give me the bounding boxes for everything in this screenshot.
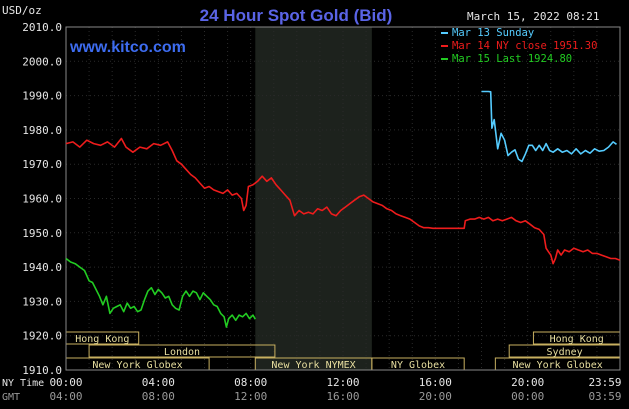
series-line (65, 137, 621, 265)
legend-label: Mar 15 Last 1924.80 (452, 53, 572, 65)
x-tick-label-ny: 04:00 (142, 376, 175, 389)
market-bar-label: Sydney (547, 347, 583, 358)
x-row-label-ny: NY Time (2, 378, 44, 389)
x-tick-label-gmt: 16:00 (326, 390, 359, 403)
legend-label: Mar 13 Sunday (452, 27, 534, 39)
y-tick-label: 1970.0 (22, 158, 62, 171)
y-tick-label: 1980.0 (22, 124, 62, 137)
series-line (65, 257, 256, 328)
x-tick-label-gmt: 12:00 (234, 390, 267, 403)
legend-label: Mar 14 NY close 1951.30 (452, 40, 597, 52)
y-unit-label: USD/oz (2, 4, 42, 17)
x-tick-label-gmt: 20:00 (419, 390, 452, 403)
x-row-label-gmt: GMT (2, 392, 20, 403)
x-tick-label-ny: 08:00 (234, 376, 267, 389)
y-tick-label: 1920.0 (22, 330, 62, 343)
y-tick-label: 1930.0 (22, 295, 62, 308)
market-bar-label: Hong Kong (550, 334, 604, 345)
chart-timestamp: March 15, 2022 08:21 (467, 10, 599, 23)
y-tick-label: 1960.0 (22, 193, 62, 206)
x-tick-label-ny: 20:00 (511, 376, 544, 389)
x-tick-label-ny: 12:00 (326, 376, 359, 389)
chart-title: 24 Hour Spot Gold (Bid) (200, 6, 393, 25)
y-tick-label: 1910.0 (22, 364, 62, 377)
x-tick-label-gmt: 08:00 (142, 390, 175, 403)
market-bar-label: New York Globex (513, 360, 603, 371)
x-tick-label-ny: 23:59 (588, 376, 621, 389)
website-watermark: www.kitco.com (69, 39, 186, 56)
y-tick-label: 1940.0 (22, 261, 62, 274)
y-tick-label: 1990.0 (22, 90, 62, 103)
y-tick-label: 1950.0 (22, 227, 62, 240)
market-bar (88, 344, 276, 358)
plot-frame (65, 26, 621, 371)
market-bar-label: NY Globex (391, 360, 445, 371)
x-tick-label-ny: 00:00 (49, 376, 82, 389)
x-tick-label-gmt: 00:00 (511, 390, 544, 403)
x-tick-label-gmt: 04:00 (49, 390, 82, 403)
y-tick-label: 2010.0 (22, 21, 62, 34)
y-axis: 2010.0 2000.0 1990.0 1980.0 1970.0 1960.0 1950… (22, 21, 62, 377)
series-line (481, 90, 617, 163)
market-bar-label: New York NYMEX (271, 360, 355, 371)
x-tick-label-gmt: 03:59 (588, 390, 621, 403)
y-tick-label: 2000.0 (22, 55, 62, 68)
market-bar-label: New York Globex (92, 360, 182, 371)
market-bar-label: Hong Kong (75, 334, 129, 345)
market-bar-label: London (164, 347, 200, 358)
x-tick-label-ny: 16:00 (419, 376, 452, 389)
price-series (65, 90, 621, 328)
